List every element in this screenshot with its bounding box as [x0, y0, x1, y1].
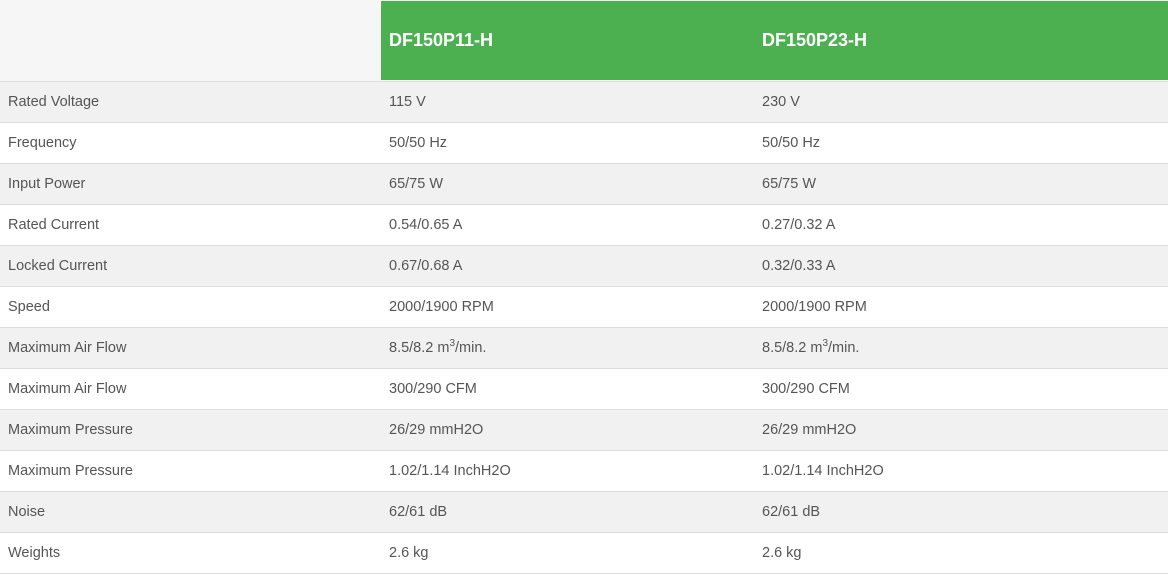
spec-value-model-2: 62/61 dB	[754, 504, 1168, 520]
spec-label: Rated Current	[8, 217, 100, 233]
model-header-2: DF150P23-H	[762, 30, 868, 50]
value-unit-suffix: /min.	[455, 340, 487, 356]
spec-value-model-2: 2.6 kg	[754, 545, 1168, 561]
spec-value-model-1: 2.6 kg	[381, 545, 754, 561]
table-row: Frequency 50/50 Hz 50/50 Hz	[0, 123, 1168, 164]
value-text: 8.5/8.2 m	[389, 340, 450, 356]
spec-value-model-1: 65/75 W	[381, 176, 754, 192]
spec-value-model-1: 8.5/8.2 m3/min.	[381, 338, 754, 357]
table-row: Maximum Air Flow 8.5/8.2 m3/min. 8.5/8.2 m…	[0, 328, 1168, 369]
spec-value-model-2: 50/50 Hz	[754, 135, 1168, 151]
value-text: 1.02/1.14 InchH2O	[389, 463, 511, 479]
spec-value-model-2: 1.02/1.14 InchH2O	[754, 463, 1168, 479]
spec-label: Frequency	[8, 135, 77, 151]
value-text: 300/290 CFM	[762, 381, 850, 397]
table-row: Weights 2.6 kg 2.6 kg	[0, 533, 1168, 574]
header-models: DF150P11-H DF150P23-H	[381, 1, 1168, 80]
value-text: 50/50 Hz	[762, 135, 821, 151]
spec-value-model-1: 26/29 mmH2O	[381, 422, 754, 438]
value-text: 50/50 Hz	[389, 135, 448, 151]
spec-label: Input Power	[8, 176, 86, 192]
value-text: 230 V	[762, 94, 800, 110]
value-unit-suffix: /min.	[828, 340, 860, 356]
value-text: 65/75 W	[762, 176, 816, 192]
spec-value-model-2: 300/290 CFM	[754, 381, 1168, 397]
table-row: Speed 2000/1900 RPM 2000/1900 RPM	[0, 287, 1168, 328]
value-text: 1.02/1.14 InchH2O	[762, 463, 884, 479]
spec-value-model-1: 62/61 dB	[381, 504, 754, 520]
spec-value-model-1: 115 V	[381, 94, 754, 110]
table-row: Maximum Pressure 1.02/1.14 InchH2O 1.02/1.…	[0, 451, 1168, 492]
spec-label: Maximum Pressure	[8, 422, 133, 438]
value-text: 65/75 W	[389, 176, 443, 192]
spec-label: Rated Voltage	[8, 94, 100, 110]
spec-value-model-2: 26/29 mmH2O	[754, 422, 1168, 438]
table-header: DF150P11-H DF150P23-H	[0, 0, 1168, 82]
spec-label: Maximum Air Flow	[8, 340, 127, 356]
model-header-1: DF150P11-H	[389, 30, 494, 50]
value-text: 2000/1900 RPM	[389, 299, 494, 315]
spec-value-model-2: 230 V	[754, 94, 1168, 110]
value-text: 0.67/0.68 A	[389, 258, 463, 274]
spec-value-model-1: 0.54/0.65 A	[381, 217, 754, 233]
spec-label: Maximum Air Flow	[8, 381, 127, 397]
spec-label: Locked Current	[8, 258, 108, 274]
spec-label: Weights	[8, 545, 61, 561]
table-row: Input Power 65/75 W 65/75 W	[0, 164, 1168, 205]
value-text: 2.6 kg	[762, 545, 802, 561]
value-superscript: 3	[449, 338, 456, 349]
value-text: 8.5/8.2 m	[762, 340, 823, 356]
spec-value-model-2: 0.32/0.33 A	[754, 258, 1168, 274]
value-text: 62/61 dB	[762, 504, 821, 520]
table-body: Rated Voltage 115 V 230 V Frequency 50/50 Hz…	[0, 82, 1168, 574]
spec-value-model-2: 2000/1900 RPM	[754, 299, 1168, 315]
table-row: Maximum Air Flow 300/290 CFM 300/290 CFM	[0, 369, 1168, 410]
value-superscript: 3	[822, 338, 829, 349]
spec-value-model-2: 0.27/0.32 A	[754, 217, 1168, 233]
table-row: Rated Current 0.54/0.65 A 0.27/0.32 A	[0, 205, 1168, 246]
value-text: 26/29 mmH2O	[389, 422, 484, 438]
spec-value-model-1: 50/50 Hz	[381, 135, 754, 151]
spec-value-model-2: 8.5/8.2 m3/min.	[754, 338, 1168, 357]
header-blank-cell	[0, 0, 381, 81]
value-text: 2.6 kg	[389, 545, 429, 561]
spec-value-model-1: 1.02/1.14 InchH2O	[381, 463, 754, 479]
spec-value-model-1: 2000/1900 RPM	[381, 299, 754, 315]
spec-label: Noise	[8, 504, 46, 520]
value-text: 26/29 mmH2O	[762, 422, 857, 438]
table-row: Rated Voltage 115 V 230 V	[0, 82, 1168, 123]
spec-label: Maximum Pressure	[8, 463, 133, 479]
value-text: 115 V	[389, 94, 426, 110]
spec-value-model-1: 300/290 CFM	[381, 381, 754, 397]
value-text: 2000/1900 RPM	[762, 299, 867, 315]
table-row: Maximum Pressure 26/29 mmH2O 26/29 mmH2O	[0, 410, 1168, 451]
value-text: 62/61 dB	[389, 504, 448, 520]
value-text: 0.27/0.32 A	[762, 217, 836, 233]
spec-value-model-1: 0.67/0.68 A	[381, 258, 754, 274]
table-row: Locked Current 0.67/0.68 A 0.32/0.33 A	[0, 246, 1168, 287]
spec-label: Speed	[8, 299, 50, 315]
value-text: 0.54/0.65 A	[389, 217, 463, 233]
table-row: Noise 62/61 dB 62/61 dB	[0, 492, 1168, 533]
value-text: 300/290 CFM	[389, 381, 477, 397]
spec-value-model-2: 65/75 W	[754, 176, 1168, 192]
value-text: 0.32/0.33 A	[762, 258, 836, 274]
